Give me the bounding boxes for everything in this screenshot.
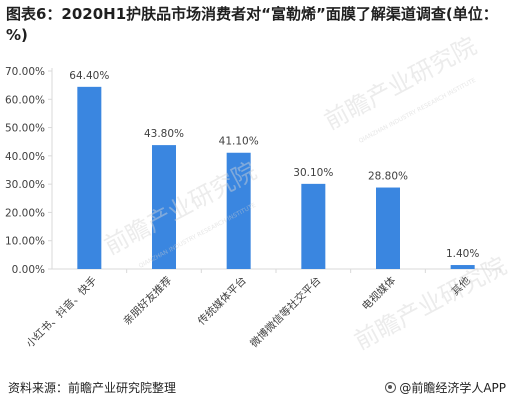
bar <box>376 187 400 269</box>
brand-logo-icon <box>385 382 397 393</box>
data-label: 43.80% <box>144 128 184 140</box>
data-label: 30.10% <box>293 167 333 179</box>
bar <box>152 145 176 269</box>
y-tick-label: 60.00% <box>5 94 45 106</box>
y-tick-label: 10.00% <box>5 236 45 248</box>
y-tick-label: 30.00% <box>5 179 45 191</box>
y-tick-label: 20.00% <box>5 207 45 219</box>
x-tick-label: 电视媒体 <box>359 274 398 313</box>
source-note: 资料来源：前瞻产业研究院整理 <box>8 381 177 395</box>
x-tick-label: 传统媒体平台 <box>195 274 249 328</box>
data-label: 1.40% <box>446 248 479 260</box>
y-tick-label: 40.00% <box>5 151 45 163</box>
data-label: 41.10% <box>219 136 259 148</box>
chart-title: 图表6：2020H1护肤品市场消费者对“富勒烯”面膜了解渠道调查(单位：%) <box>6 5 498 44</box>
bar <box>77 86 102 269</box>
bar <box>301 183 326 269</box>
y-tick-label: 70.00% <box>5 66 45 78</box>
x-tick-label: 亲朋好友推荐 <box>120 274 174 328</box>
y-tick-label: 50.00% <box>5 123 45 135</box>
brand-note: @前瞻经济学人APP <box>385 379 506 396</box>
bar <box>226 152 251 269</box>
data-label: 28.80% <box>368 171 408 183</box>
data-label: 64.40% <box>69 70 109 82</box>
x-tick-label: 微博微信等社交平台 <box>247 274 323 350</box>
x-tick-label: 其他 <box>449 274 473 298</box>
x-tick-label: 小红书、抖音、快手 <box>23 274 99 350</box>
brand-label: @前瞻经济学人APP <box>399 381 506 395</box>
bar <box>450 265 475 269</box>
y-tick-label: 0.00% <box>12 264 45 276</box>
